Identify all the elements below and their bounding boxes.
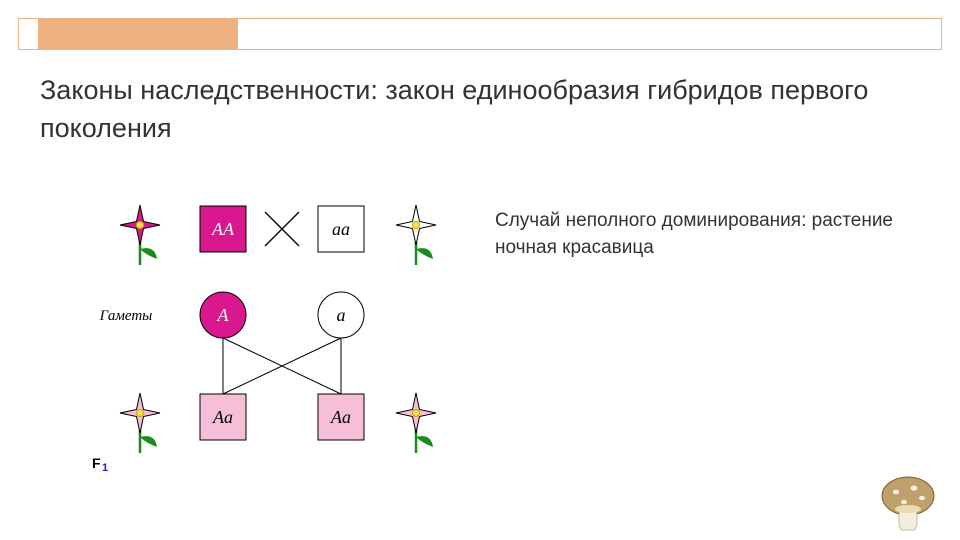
page-title: Законы наследственности: закон единообра… — [40, 72, 900, 148]
svg-text:aa: aa — [332, 219, 350, 239]
svg-text:Aa: Aa — [212, 407, 233, 427]
inheritance-diagram: AA aa Aa Гаметы Aa Aa F1 — [80, 196, 480, 486]
page-subtitle: Случай неполного доминирования: растение… — [495, 208, 960, 261]
svg-text:1: 1 — [102, 462, 108, 474]
svg-text:a: a — [337, 305, 346, 325]
svg-text:Гаметы: Гаметы — [99, 308, 153, 324]
header-accent — [38, 18, 238, 50]
svg-text:A: A — [217, 305, 230, 325]
svg-text:Aa: Aa — [330, 407, 351, 427]
svg-text:AA: AA — [211, 219, 235, 239]
svg-text:F: F — [92, 455, 101, 471]
mushroom-icon — [880, 474, 936, 532]
